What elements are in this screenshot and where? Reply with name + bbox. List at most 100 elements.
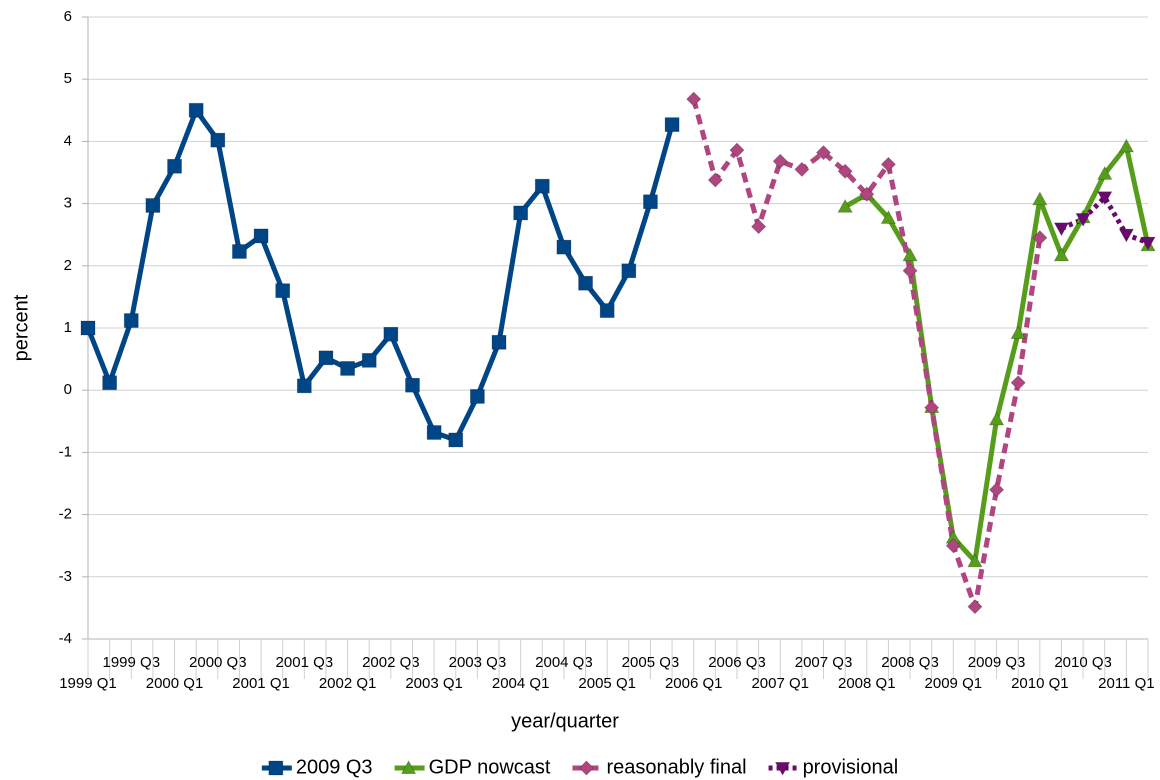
x-tick-label: 2002 Q3 [362, 654, 420, 671]
x-tick-label: 2006 Q3 [708, 654, 766, 671]
y-tick-label: -1 [59, 443, 72, 460]
x-tick-label: 2010 Q1 [1011, 675, 1069, 692]
data-point [491, 334, 507, 350]
legend-item: 2009 Q3 [261, 756, 373, 778]
data-point [448, 432, 464, 448]
legend-marker [578, 760, 595, 776]
data-point [426, 425, 442, 440]
legend-marker [400, 760, 417, 774]
data-point [902, 247, 918, 262]
x-tick-label: 2001 Q1 [232, 675, 290, 692]
data-point [188, 102, 204, 118]
legend-text: 2009 Q3 [296, 756, 373, 778]
x-tick-label: 2008 Q3 [881, 654, 939, 671]
data-point [880, 210, 897, 224]
data-point [145, 198, 161, 213]
legend-text: provisional [803, 756, 899, 778]
series-line [85, 107, 675, 443]
data-point [340, 361, 355, 376]
data-point [837, 163, 853, 179]
data-point [967, 599, 983, 615]
y-tick-label: 6 [64, 8, 72, 25]
data-point [643, 194, 658, 210]
legend-text: reasonably final [606, 756, 746, 778]
y-tick-label: -2 [59, 506, 72, 523]
data-point [469, 389, 485, 404]
x-tick-label: 1999 Q3 [102, 654, 160, 671]
data-point [1053, 222, 1070, 237]
legend-text: GDP nowcast [429, 756, 551, 778]
data-point [556, 239, 572, 255]
data-point [988, 411, 1005, 426]
data-point [102, 375, 118, 391]
data-point [1032, 191, 1048, 206]
data-point [924, 400, 940, 416]
series-line [1060, 194, 1149, 246]
data-point [123, 313, 139, 328]
x-tick-label: 2003 Q1 [405, 675, 463, 692]
data-point [275, 283, 291, 299]
series-line [691, 98, 1043, 610]
data-point [686, 91, 702, 107]
data-point [880, 156, 896, 172]
legend-marker [268, 760, 284, 776]
data-point [707, 172, 723, 188]
x-tick-label: 2009 Q1 [925, 675, 983, 692]
data-point [621, 263, 637, 279]
y-tick-label: 2 [64, 257, 72, 274]
data-point [859, 186, 875, 202]
data-point [772, 153, 788, 169]
data-point [1118, 228, 1135, 243]
data-point [1097, 191, 1113, 206]
legend-item: GDP nowcast [394, 756, 551, 778]
data-point [1075, 213, 1091, 227]
data-point [296, 378, 312, 394]
data-point [361, 352, 377, 368]
y-tick-label: -4 [59, 630, 72, 647]
data-point [1032, 230, 1048, 246]
x-tick-label: 2001 Q3 [276, 654, 334, 671]
data-point [80, 320, 96, 336]
data-point [1053, 247, 1070, 262]
data-point [383, 326, 399, 342]
x-tick-label: 2006 Q1 [665, 675, 723, 692]
data-point [794, 161, 810, 177]
legend-item: reasonably final [572, 756, 747, 778]
data-point [967, 553, 983, 568]
data-point [664, 117, 680, 133]
legend-marker [774, 762, 791, 776]
y-tick-label: 3 [64, 195, 72, 212]
x-tick-label: 2007 Q3 [795, 654, 853, 671]
y-tick-label: -3 [59, 568, 72, 585]
data-point [534, 178, 550, 194]
data-point [1140, 236, 1156, 251]
data-point [1097, 165, 1113, 180]
x-axis-title: year/quarter [511, 710, 619, 732]
data-point [318, 350, 334, 366]
data-point [837, 198, 853, 213]
data-point [513, 205, 529, 221]
y-tick-label: 1 [64, 319, 72, 336]
data-point [253, 228, 269, 244]
x-tick-label: 2000 Q1 [146, 675, 204, 692]
data-point [989, 482, 1005, 498]
legend-item: provisional [768, 756, 899, 778]
data-point [945, 538, 961, 554]
data-point [902, 263, 918, 279]
x-tick-label: 2008 Q1 [838, 675, 896, 692]
x-tick-label: 2005 Q1 [578, 675, 636, 692]
x-tick-label: 1999 Q1 [59, 675, 117, 692]
data-point [599, 303, 615, 318]
data-point [405, 377, 420, 393]
y-axis-title: percent [10, 294, 32, 361]
data-point [1010, 375, 1026, 391]
x-tick-label: 2002 Q1 [319, 675, 377, 692]
x-tick-label: 2003 Q3 [449, 654, 507, 671]
x-tick-label: 2009 Q3 [968, 654, 1026, 671]
y-tick-label: 0 [64, 381, 72, 398]
data-point [815, 145, 832, 161]
data-point [729, 142, 745, 158]
x-tick-label: 2011 Q1 [1098, 675, 1154, 692]
data-point [167, 158, 182, 174]
